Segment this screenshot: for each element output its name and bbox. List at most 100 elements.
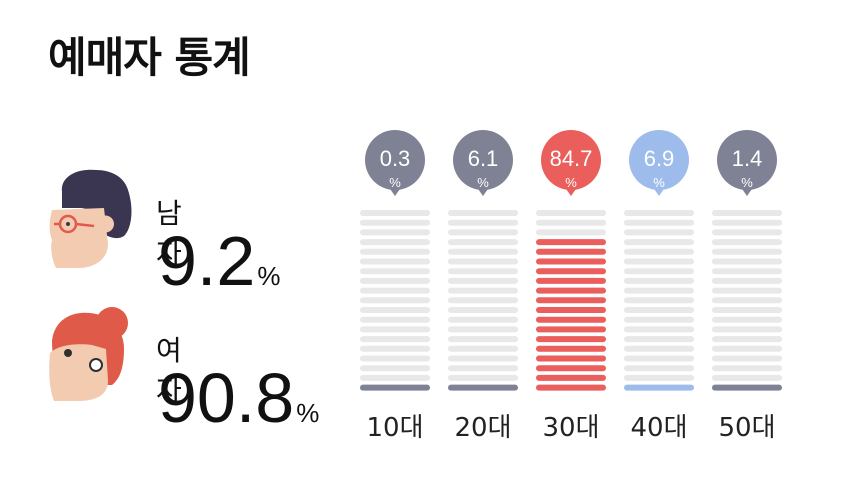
bar-track-segment (448, 277, 518, 284)
bar-track-segment (448, 210, 518, 216)
bar-segment (536, 307, 606, 313)
bar-track-segment (712, 316, 782, 323)
bar-segment (712, 384, 782, 391)
bar-track-segment (624, 268, 694, 275)
category-label: 40대 (630, 413, 687, 443)
bar-track-segment (448, 345, 518, 352)
bar-track-segment (360, 374, 430, 381)
bar-track-segment (448, 297, 518, 304)
bar-track-segment (360, 277, 430, 284)
value-bubble-pointer (564, 186, 578, 196)
bar-track-segment (712, 307, 782, 313)
bar-segment (536, 374, 606, 381)
male-percentage: 9.2% (158, 226, 280, 296)
bar-track-segment (448, 307, 518, 313)
bar-track-segment (712, 297, 782, 304)
bar-segment (536, 239, 606, 246)
bar-track-segment (624, 277, 694, 284)
age-column-2: 6.1% 20대 (448, 130, 518, 443)
bar-track-segment (624, 239, 694, 246)
bar-track-segment (360, 268, 430, 275)
bar-track-segment (536, 229, 606, 236)
bar-track-segment (624, 297, 694, 304)
bar-track-segment (448, 248, 518, 255)
category-label: 20대 (454, 413, 511, 443)
bar-track-segment (624, 258, 694, 265)
bar-track-segment (448, 219, 518, 226)
bar-track-segment (712, 365, 782, 372)
bar-segment (536, 326, 606, 333)
bar-track-segment (624, 326, 694, 333)
value-bubble (629, 130, 689, 190)
category-label: 30대 (542, 413, 599, 443)
bar-track-segment (360, 355, 430, 362)
bar-track-segment (712, 268, 782, 275)
bar-track-segment (712, 210, 782, 216)
bar-track-segment (448, 268, 518, 275)
data-label: 84.7 (550, 146, 593, 171)
bar-segment (536, 365, 606, 372)
bar-track-segment (360, 219, 430, 226)
value-bubble (365, 130, 425, 190)
bar-segment (536, 287, 606, 294)
female-value: 90.8 (158, 359, 295, 437)
male-value: 9.2 (158, 222, 256, 300)
female-label: 여자 (156, 334, 182, 407)
bar-track-segment (360, 239, 430, 246)
data-label-unit: % (741, 175, 753, 190)
bar-track-segment (448, 355, 518, 362)
category-label: 10대 (366, 413, 423, 443)
bar-track-segment (360, 316, 430, 323)
bar-track-segment (712, 336, 782, 343)
bar-track-segment (448, 365, 518, 372)
bar-track-segment (624, 287, 694, 294)
bar-track-segment (624, 365, 694, 372)
bar-track-segment (624, 316, 694, 323)
data-label: 6.1 (468, 146, 499, 171)
bar-track-segment (712, 287, 782, 294)
bar-track-segment (624, 219, 694, 226)
bar-track-segment (624, 374, 694, 381)
bar-track-segment (448, 287, 518, 294)
bar-track-segment (448, 316, 518, 323)
bar-track-segment (624, 336, 694, 343)
bar-track-segment (448, 326, 518, 333)
bar-track-segment (624, 355, 694, 362)
female-unit: % (296, 398, 320, 428)
bar-track-segment (448, 229, 518, 236)
bar-segment (536, 355, 606, 362)
age-bar-chart: 0.3% 10대 6.1% 20대 84.7% 30대 6.9% 40대 1.4% 50대 (360, 130, 782, 443)
bar-track-segment (712, 345, 782, 352)
female-face-icon (49, 307, 128, 401)
bar-segment (536, 345, 606, 352)
bar-segment (360, 384, 430, 391)
bar-track-segment (624, 345, 694, 352)
bar-track-segment (360, 248, 430, 255)
bar-track-segment (360, 210, 430, 216)
bar-track-segment (536, 219, 606, 226)
bar-segment (624, 384, 694, 391)
bar-segment (536, 336, 606, 343)
bar-track-segment (712, 277, 782, 284)
bar-track-segment (536, 210, 606, 216)
female-percentage: 90.8% (158, 363, 319, 433)
value-bubble-pointer (476, 186, 490, 196)
bar-track-segment (624, 307, 694, 313)
bar-segment (536, 277, 606, 284)
bar-segment (448, 384, 518, 391)
bar-track-segment (360, 287, 430, 294)
value-bubble-pointer (740, 186, 754, 196)
bar-track-segment (624, 210, 694, 216)
bar-segment (536, 297, 606, 304)
page-title: 예매자 통계 (48, 33, 251, 82)
value-bubble (541, 130, 601, 190)
male-face-icon (49, 169, 132, 268)
bar-track-segment (448, 239, 518, 246)
bar-segment (536, 316, 606, 323)
data-label: 1.4 (732, 146, 763, 171)
age-column-5: 1.4% 50대 (712, 130, 782, 443)
bar-track-segment (360, 326, 430, 333)
bar-track-segment (712, 219, 782, 226)
value-bubble-pointer (652, 186, 666, 196)
bar-track-segment (448, 336, 518, 343)
